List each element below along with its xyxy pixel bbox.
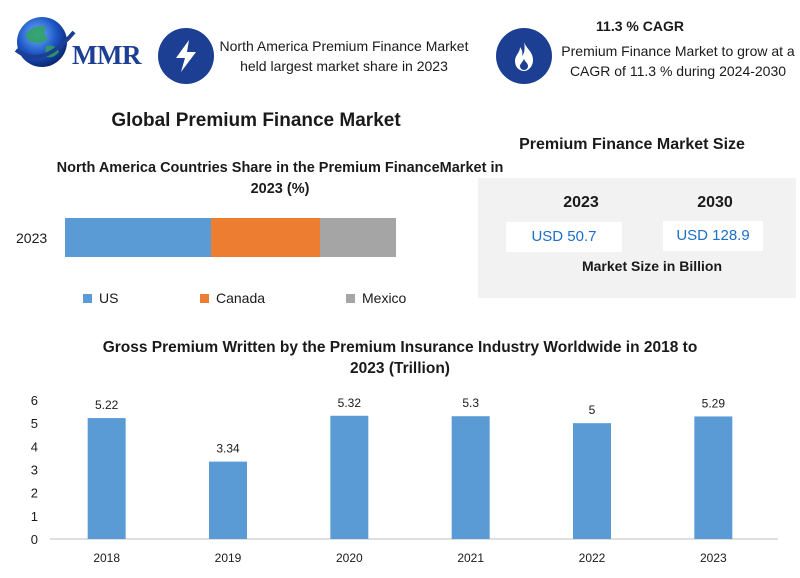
stacked-bar	[65, 218, 396, 257]
bar	[209, 461, 247, 539]
stack-segment-canada	[210, 218, 320, 257]
legend-swatch-mexico	[346, 293, 355, 303]
bar	[573, 423, 611, 539]
x-tick-label: 2022	[579, 551, 606, 565]
bar-data-label: 5.29	[702, 396, 726, 410]
bar-data-label: 3.34	[216, 442, 240, 456]
stack-segment-mexico	[319, 218, 396, 257]
bar-data-label: 5.32	[338, 396, 362, 410]
legend-canada: Canada	[200, 290, 265, 306]
x-tick-label: 2021	[457, 551, 484, 565]
lightning-badge	[158, 28, 214, 84]
legend-label-us: US	[99, 290, 119, 306]
bar	[330, 415, 369, 539]
logo: MMR	[12, 12, 152, 72]
legend-mexico: Mexico	[346, 290, 406, 306]
market-value-2023: USD 50.7	[506, 222, 622, 252]
logo-text: MMR	[72, 40, 141, 70]
fact-north-america: North America Premium Finance Market hel…	[219, 38, 469, 74]
bar	[87, 418, 126, 539]
fact-cagr: Premium Finance Market to grow at a CAGR…	[561, 43, 795, 79]
market-year-2030: 2030	[697, 194, 733, 211]
share-chart-title: North America Countries Share in the Pre…	[56, 160, 504, 197]
legend-label-mexico: Mexico	[362, 290, 407, 306]
market-size-panel: 2023 2030 USD 50.7 USD 128.9 Market Size…	[478, 178, 796, 298]
y-tick-label: 6	[31, 393, 38, 408]
main-title: Global Premium Finance Market	[111, 110, 401, 131]
cagr-title: 11.3 % CAGR	[596, 18, 684, 34]
gross-premium-chart-title: Gross Premium Written by the Premium Ins…	[102, 339, 698, 377]
legend-swatch-us	[83, 293, 92, 303]
legend-us: US	[83, 290, 118, 306]
bar	[694, 416, 733, 539]
y-tick-label: 2	[31, 486, 38, 501]
market-size-caption: Market Size in Billion	[581, 258, 723, 274]
y-tick-label: 4	[31, 439, 38, 454]
market-value-2030: USD 128.9	[663, 221, 763, 251]
flame-badge	[496, 28, 552, 84]
bar-data-label: 5.3	[462, 396, 479, 410]
x-tick-label: 2020	[336, 551, 363, 565]
x-tick-label: 2023	[700, 551, 727, 565]
stack-category-label: 2023	[16, 230, 48, 246]
market-size-title: Premium Finance Market Size	[519, 136, 745, 153]
lightning-icon	[176, 40, 196, 72]
y-tick-label: 5	[31, 416, 38, 431]
market-year-2023: 2023	[563, 194, 599, 211]
globe-icon	[14, 17, 76, 67]
y-tick-label: 0	[31, 532, 38, 547]
bar	[451, 416, 490, 539]
gross-premium-chart: 0 1 2 3 4 5 6 5.22 2018 3.34 2019 5.32 2020 5.3 2021 5 2…	[31, 393, 778, 565]
bar-data-label: 5	[589, 403, 596, 417]
y-tick-label: 1	[31, 509, 38, 524]
legend-swatch-canada	[200, 293, 209, 303]
x-tick-label: 2019	[215, 551, 242, 565]
flame-icon	[515, 41, 533, 71]
bar-data-label: 5.22	[95, 398, 119, 412]
x-tick-label: 2018	[93, 551, 120, 565]
stack-segment-us	[65, 218, 211, 257]
legend-label-canada: Canada	[216, 290, 266, 306]
y-tick-label: 3	[31, 463, 38, 478]
